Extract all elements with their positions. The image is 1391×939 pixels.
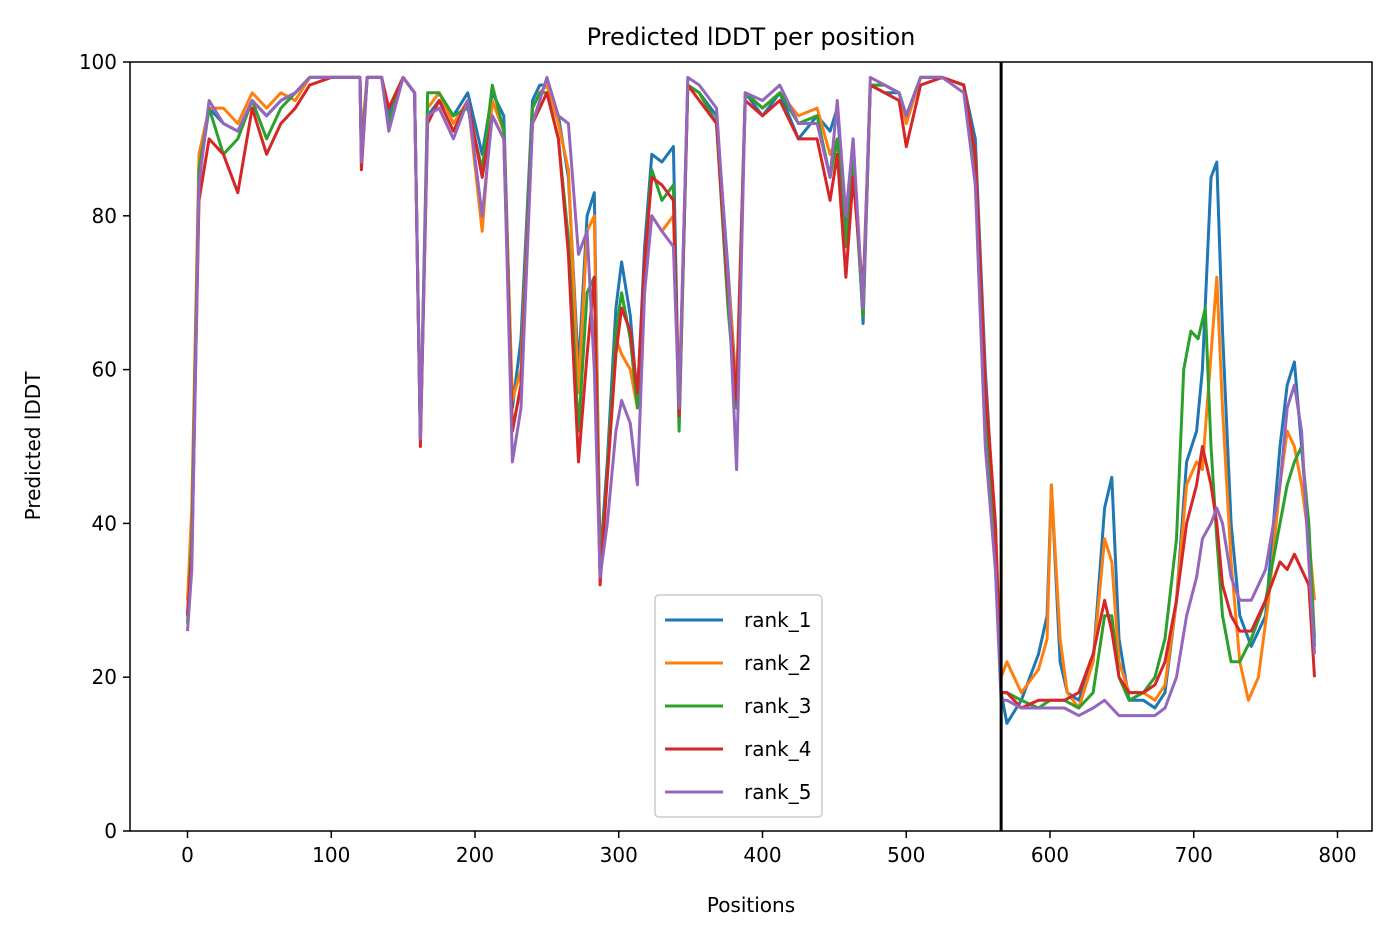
x-tick-label: 300	[600, 843, 638, 867]
legend-frame	[654, 594, 823, 818]
legend-label-rank_1: rank_1	[744, 608, 811, 632]
series-group	[186, 75, 1316, 725]
x-tick-label: 700	[1175, 843, 1213, 867]
plot-area-frame	[129, 61, 1373, 832]
legend-label-rank_4: rank_4	[744, 737, 811, 761]
y-tick-label: 100	[79, 50, 117, 74]
legend-label-rank_2: rank_2	[744, 651, 811, 675]
y-tick-label: 0	[104, 819, 117, 843]
y-tick-label: 60	[92, 358, 117, 382]
x-tick-label: 100	[312, 843, 350, 867]
chart-title: Predicted lDDT per position	[587, 23, 916, 51]
x-tick-label: 800	[1318, 843, 1356, 867]
x-tick-label: 400	[743, 843, 781, 867]
series-line-rank_5	[186, 75, 1316, 718]
legend-label-rank_5: rank_5	[744, 780, 811, 804]
legend-label-rank_3: rank_3	[744, 694, 811, 718]
y-tick-label: 80	[92, 204, 117, 228]
x-tick-label: 600	[1031, 843, 1069, 867]
legend: rank_1 rank_2 rank_3 rank_4 rank_5	[654, 594, 823, 818]
x-tick-label: 200	[456, 843, 494, 867]
x-axis-title: Positions	[707, 893, 795, 917]
x-tick-label: 0	[181, 843, 194, 867]
x-axis-ticks: 0 100 200 300 400 500 600 700 800	[181, 831, 1357, 867]
y-tick-label: 20	[92, 665, 117, 689]
y-tick-label: 40	[92, 511, 117, 535]
y-axis-ticks: 0 20 40 60 80 100	[79, 50, 130, 843]
x-tick-label: 500	[887, 843, 925, 867]
y-axis-title: Predicted lDDT	[21, 371, 45, 521]
